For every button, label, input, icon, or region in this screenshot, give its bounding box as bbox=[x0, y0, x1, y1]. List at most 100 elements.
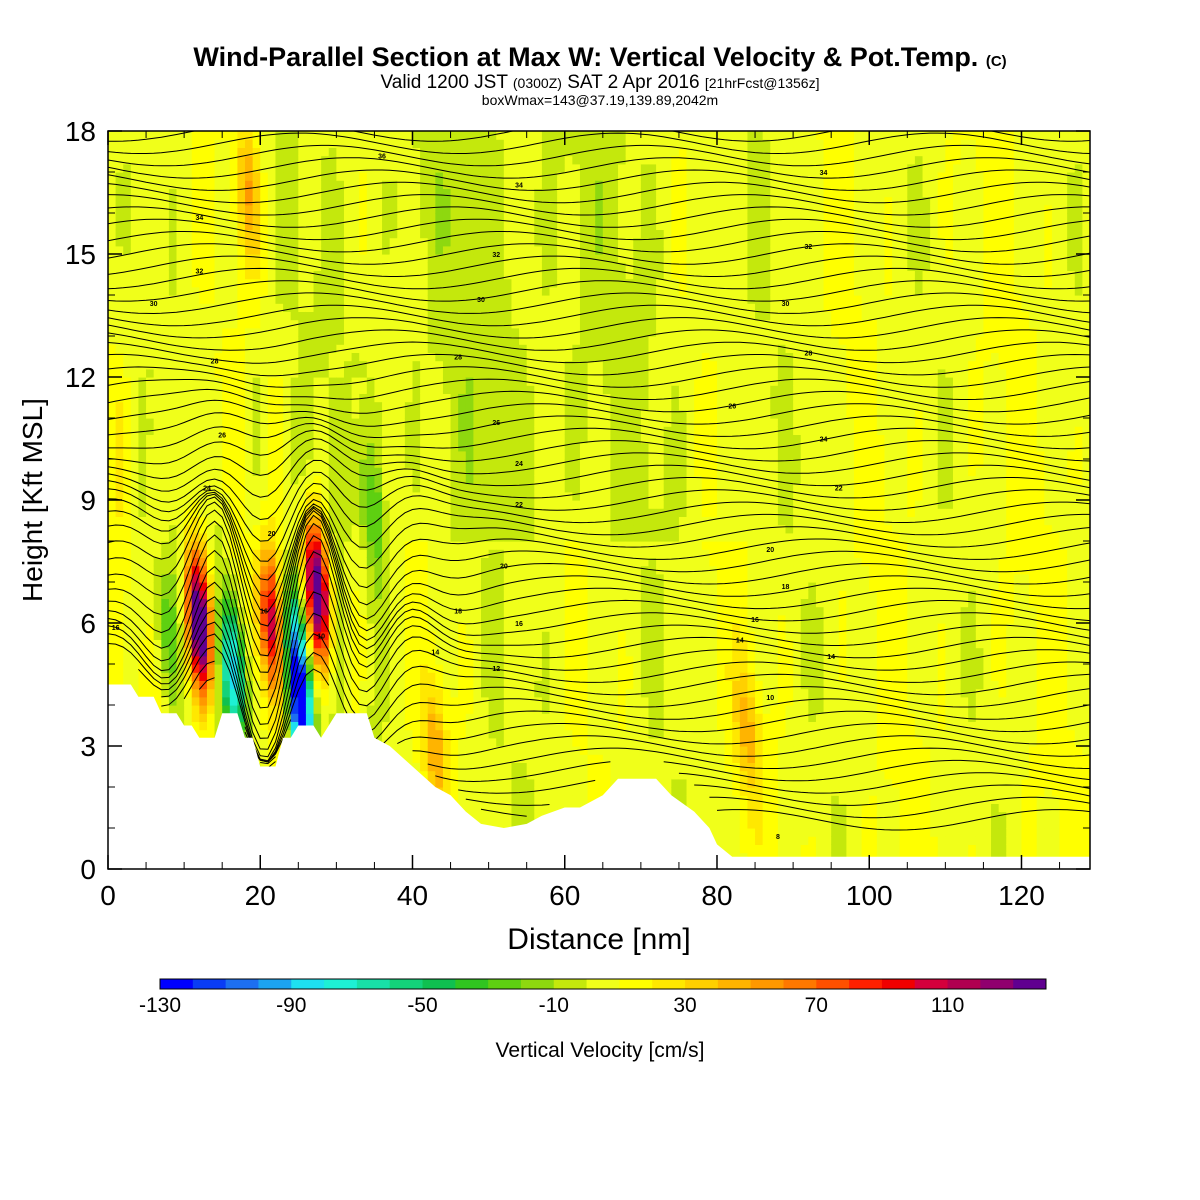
theta-contour-line bbox=[108, 412, 1090, 439]
colorbar-swatch bbox=[291, 979, 325, 989]
colorbar-tick-label: 30 bbox=[673, 994, 696, 1017]
contour-label: 34 bbox=[195, 215, 203, 222]
contour-label: 10 bbox=[766, 695, 774, 702]
contour-label: 34 bbox=[515, 182, 523, 189]
contour-label: 16 bbox=[515, 621, 523, 628]
contour-label: 16 bbox=[751, 617, 759, 624]
theta-contour-line bbox=[108, 231, 1090, 253]
theta-contour-line bbox=[108, 438, 1090, 480]
y-tick-label: 3 bbox=[80, 731, 96, 762]
colorbar-swatch bbox=[258, 979, 292, 989]
colorbar-swatch bbox=[914, 979, 949, 989]
contour-labels: 36 34 34 34 32 32 32 30 30 30 28 28 28 26 26 26 24 24 24 22… bbox=[112, 154, 843, 842]
theta-contour-line bbox=[108, 591, 1090, 750]
colorbar-swatch bbox=[717, 979, 752, 989]
contour-label: 14 bbox=[431, 650, 439, 657]
contour-label: 36 bbox=[378, 154, 386, 161]
chart-title: Wind-Parallel Section at Max W: Vertical… bbox=[193, 42, 1007, 72]
theta-contour-line bbox=[108, 157, 1090, 179]
contour-label: 28 bbox=[211, 359, 219, 366]
colorbar-swatch bbox=[356, 979, 391, 989]
colorbar-frame bbox=[159, 978, 1047, 990]
colorbar-swatch bbox=[881, 979, 916, 989]
colorbar-swatch bbox=[324, 979, 358, 989]
contour-label: 30 bbox=[782, 301, 790, 308]
contour-label: 32 bbox=[804, 244, 812, 251]
colorbar-swatch bbox=[849, 979, 883, 989]
x-tick-label: 60 bbox=[549, 880, 580, 911]
contour-label: 26 bbox=[728, 404, 736, 411]
colorbar-swatch bbox=[783, 979, 817, 989]
contour-label: 20 bbox=[500, 564, 508, 571]
colorbar-swatch bbox=[520, 979, 555, 989]
theta-contour-line bbox=[161, 646, 1090, 763]
theta-contour-line bbox=[260, 723, 1090, 765]
y-tick-label: 6 bbox=[80, 608, 96, 639]
theta-contour-line bbox=[108, 267, 1090, 290]
x-tick-label: 100 bbox=[846, 880, 893, 911]
chart-info: boxWmax=143@37.19,139.89,2042m bbox=[481, 92, 719, 108]
theta-contour-line bbox=[108, 329, 1090, 351]
contour-label: 20 bbox=[268, 531, 276, 538]
colorbar-swatch bbox=[750, 979, 784, 989]
colorbar-swatch bbox=[488, 979, 522, 989]
theta-contour-line bbox=[108, 482, 1090, 562]
theta-contour-line bbox=[108, 422, 1090, 450]
colorbar-swatch bbox=[455, 979, 489, 989]
contour-label: 14 bbox=[827, 654, 835, 661]
theta-contour-line bbox=[108, 181, 1090, 204]
theta-contour-line bbox=[108, 144, 1090, 167]
terrain bbox=[108, 684, 1090, 869]
theta-contour-line bbox=[108, 304, 1090, 327]
contour-label: 24 bbox=[203, 486, 211, 493]
contour-label: 16 bbox=[112, 625, 120, 632]
theta-contour-line bbox=[435, 759, 1090, 783]
colorbar-swatch bbox=[652, 979, 686, 989]
colorbar-tick-label: -90 bbox=[276, 994, 306, 1017]
colorbar-swatch bbox=[586, 979, 620, 989]
theta-contour-line bbox=[108, 255, 1090, 277]
colorbar-swatch bbox=[619, 979, 653, 989]
y-axis-label: Height [Kft MSL] bbox=[17, 398, 48, 602]
theta-contour-line bbox=[108, 292, 1090, 315]
y-tick-label: 0 bbox=[80, 854, 96, 885]
theta-contour-line bbox=[108, 507, 1090, 642]
contour-label: 32 bbox=[492, 252, 500, 259]
colorbar-swatch bbox=[553, 979, 588, 989]
theta-contour-line bbox=[108, 132, 1090, 155]
contour-label: 26 bbox=[492, 420, 500, 427]
y-tick-label: 9 bbox=[80, 485, 96, 516]
contour-label: 14 bbox=[736, 637, 744, 644]
theta-contour-line bbox=[458, 772, 1090, 794]
x-tick-label: 20 bbox=[245, 880, 276, 911]
theta-contour-line bbox=[108, 399, 1090, 427]
theta-contour-line bbox=[108, 169, 1090, 191]
colorbar-swatch bbox=[685, 979, 719, 989]
theta-contour-line bbox=[108, 218, 1090, 241]
chart-subtitle: Valid 1200 JST (0300Z) SAT 2 Apr 2016 [2… bbox=[380, 72, 820, 93]
x-tick-label: 0 bbox=[100, 880, 116, 911]
theta-contour-line bbox=[108, 496, 1090, 613]
colorbar-tick-label: -10 bbox=[539, 994, 569, 1017]
y-tick-label: 12 bbox=[65, 362, 96, 393]
theta-contour-line bbox=[108, 280, 1090, 302]
theta-contour-line bbox=[108, 366, 1090, 388]
contour-label: 24 bbox=[515, 461, 523, 468]
theta-contour-line bbox=[108, 514, 1090, 673]
contour-label: 30 bbox=[150, 301, 158, 308]
theta-contour-line bbox=[108, 243, 1090, 265]
contour-label: 10 bbox=[317, 633, 325, 640]
y-tick-label: 15 bbox=[65, 239, 96, 270]
contour-label: 26 bbox=[218, 432, 226, 439]
theta-contour-line bbox=[108, 493, 1090, 598]
theta-contour-line bbox=[427, 747, 1090, 770]
colorbar-swatch bbox=[389, 979, 424, 989]
contour-label: 20 bbox=[766, 547, 774, 554]
colorbar-tick-label: 110 bbox=[931, 994, 964, 1017]
theta-contours bbox=[108, 131, 1090, 831]
theta-contour-line bbox=[108, 317, 1090, 339]
contour-label: 16 bbox=[260, 609, 268, 616]
contour-label: 22 bbox=[515, 502, 523, 509]
